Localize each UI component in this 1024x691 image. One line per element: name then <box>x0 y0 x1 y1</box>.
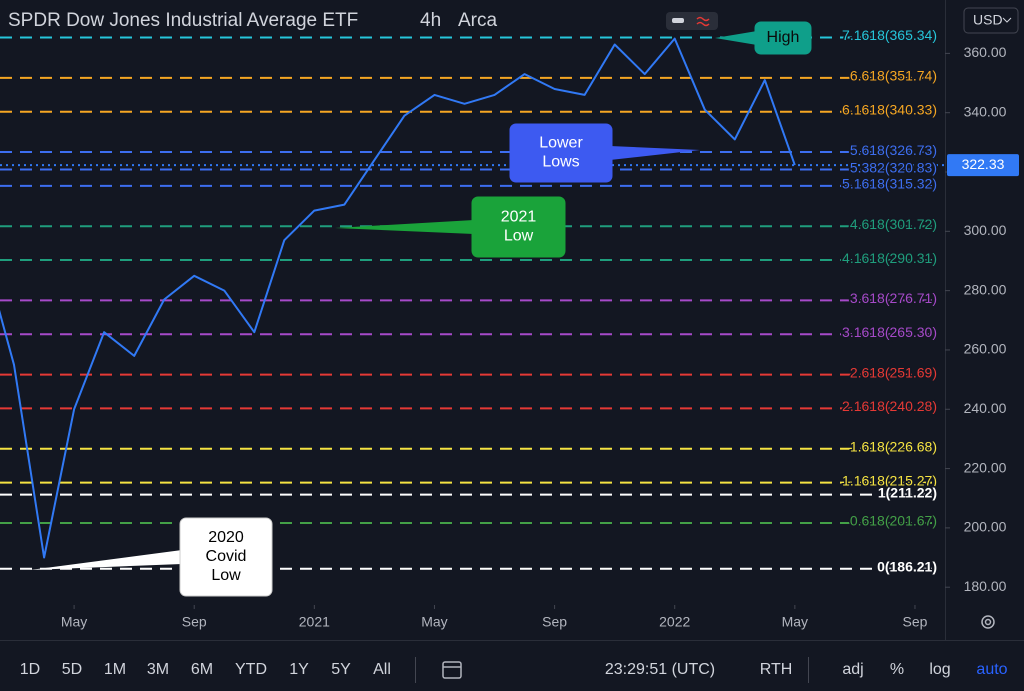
scale-option[interactable]: % <box>890 661 904 678</box>
fib-label: 0(186.21) <box>877 558 937 574</box>
y-tick-label: 280.00 <box>964 281 1007 297</box>
callout-pointer <box>335 220 474 234</box>
range-button[interactable]: 6M <box>191 661 213 678</box>
x-tick-label: May <box>782 614 808 630</box>
fib-label: 3.1618(265.30) <box>842 324 937 340</box>
range-button[interactable]: 1Y <box>289 661 309 678</box>
callout-text: 2020 <box>208 529 244 546</box>
y-tick-label: 180.00 <box>964 578 1007 594</box>
fib-label: 5.382(320.83) <box>850 159 937 175</box>
callout-text: Lower <box>539 135 583 152</box>
callout-box <box>471 196 566 258</box>
x-tick-label: Sep <box>903 614 928 630</box>
x-tick-label: May <box>61 614 87 630</box>
fib-label: 5.1618(315.32) <box>842 176 937 192</box>
y-tick-label: 300.00 <box>964 222 1007 238</box>
y-tick-label: 240.00 <box>964 400 1007 416</box>
range-button[interactable]: 5Y <box>331 661 351 678</box>
icon <box>672 18 684 23</box>
x-tick-label: May <box>421 614 447 630</box>
range-button[interactable]: 3M <box>147 661 169 678</box>
interval[interactable]: 4h <box>420 10 441 31</box>
chart-title: SPDR Dow Jones Industrial Average ETF <box>8 10 358 31</box>
fib-label: 2.1618(240.28) <box>842 398 937 414</box>
currency-box[interactable] <box>963 7 1019 34</box>
callout-pointer <box>715 31 757 45</box>
currency: USD <box>973 12 1003 28</box>
callout-text: 2021 <box>501 209 537 226</box>
last-price-tag <box>947 154 1019 177</box>
callout-pointer <box>30 550 182 570</box>
fib-label: 4.1618(290.31) <box>842 250 937 266</box>
calendar-icon[interactable] <box>442 661 462 679</box>
callout-box <box>179 517 273 597</box>
price-line <box>0 37 796 559</box>
callout-text: Lows <box>542 154 579 171</box>
y-tick-label: 340.00 <box>964 103 1007 119</box>
y-tick-label: 220.00 <box>964 459 1007 475</box>
plot <box>0 36 945 570</box>
fib-label: 0.618(201.67) <box>850 513 937 529</box>
x-tick-label: Sep <box>542 614 567 630</box>
fib-label: 3.618(276.71) <box>850 290 937 306</box>
callout-pointer <box>610 146 700 160</box>
fib-label: 7.1618(365.34) <box>842 27 937 43</box>
range-button[interactable]: 1D <box>20 661 40 678</box>
x-tick-label: 2021 <box>299 614 330 630</box>
x-tick-label: 2022 <box>659 614 690 630</box>
callout-text: Low <box>504 228 534 245</box>
session[interactable]: RTH <box>760 661 793 678</box>
scale-option[interactable]: adj <box>842 661 863 678</box>
callout-text: High <box>767 29 800 46</box>
fib-label: 6.1618(340.33) <box>842 101 937 117</box>
icon <box>696 16 710 27</box>
y-tick-label: 260.00 <box>964 341 1007 357</box>
exchange: Arca <box>458 10 498 31</box>
callout-box <box>754 21 812 55</box>
fib-label: 1.1618(215.27) <box>842 472 937 488</box>
y-tick-label: 360.00 <box>964 44 1007 60</box>
clock: 23:29:51 (UTC) <box>605 661 715 678</box>
fib-label: 4.618(301.72) <box>850 216 937 232</box>
scale-option[interactable]: log <box>929 661 950 678</box>
settings-icon[interactable] <box>981 615 995 629</box>
range-button[interactable]: All <box>373 661 391 678</box>
x-tick-label: Sep <box>182 614 207 630</box>
callout-text: Low <box>211 567 241 584</box>
fib-label: 5.618(326.73) <box>850 142 937 158</box>
fib-label: 1(211.22) <box>878 484 937 500</box>
fib-label: 1.618(226.68) <box>850 438 937 454</box>
callout-text: Covid <box>206 548 247 565</box>
range-button[interactable]: YTD <box>235 661 267 678</box>
y-tick-label: 200.00 <box>964 519 1007 535</box>
range-button[interactable]: 1M <box>104 661 126 678</box>
last-price-label: 322.33 <box>962 156 1005 172</box>
fib-label: 6.618(351.74) <box>850 68 937 84</box>
icon <box>1002 17 1012 23</box>
callout-box <box>509 123 613 183</box>
scale-option[interactable]: auto <box>976 661 1007 678</box>
fib-label: 2.618(251.69) <box>850 364 937 380</box>
range-button[interactable]: 5D <box>62 661 82 678</box>
